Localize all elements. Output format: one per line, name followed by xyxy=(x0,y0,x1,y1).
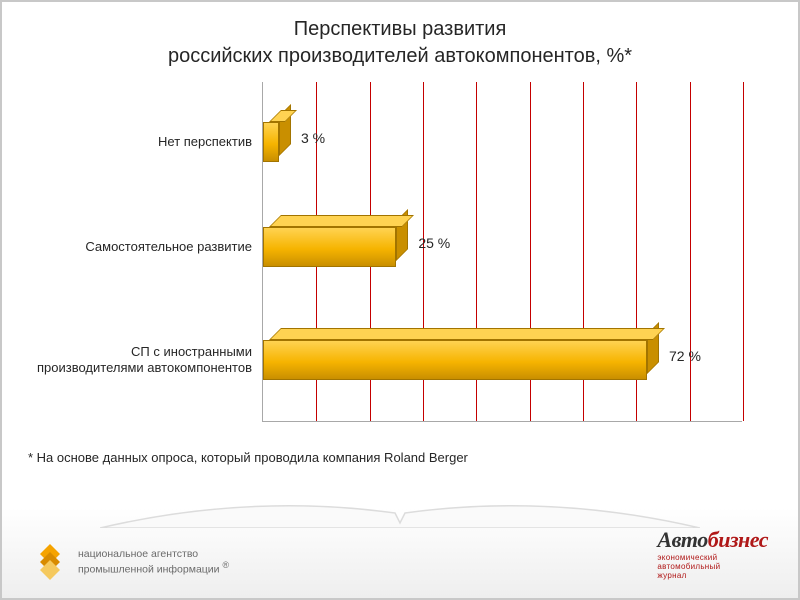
footer: национальное агентство промышленной инфо… xyxy=(2,508,798,598)
book-curve-decoration xyxy=(100,488,700,528)
right-logo-sub: экономический автомобильный журнал xyxy=(657,553,768,580)
left-logo-line2: промышленной информации xyxy=(78,564,220,576)
bar-value-label: 25 % xyxy=(418,235,450,251)
title-line-1: Перспективы развития xyxy=(294,18,507,40)
title-line-2: российских производителей автокомпоненто… xyxy=(168,45,632,67)
category-label: Самостоятельное развитие xyxy=(22,239,252,255)
bar-front xyxy=(263,122,279,162)
left-logo-line1: национальное агентство xyxy=(78,548,198,560)
right-logo: Автобизнес экономический автомобильный ж… xyxy=(657,527,768,580)
trademark-symbol: ® xyxy=(222,560,228,570)
right-logo-sub1: экономический xyxy=(657,553,717,562)
right-logo-part1: Авто xyxy=(657,527,707,552)
bar-top xyxy=(269,328,665,340)
right-logo-sub2: автомобильный xyxy=(657,562,720,571)
chart-area: 3 % 25 % 72 % Нет перспектив Самостоятельно… xyxy=(22,82,762,442)
slide-frame: Перспективы развития российских производ… xyxy=(0,0,800,600)
diamond-icon xyxy=(32,544,68,580)
bar-top xyxy=(269,215,414,227)
category-label: СП с иностранными производителями автоко… xyxy=(22,344,252,377)
grid-line xyxy=(690,82,691,421)
bar-front xyxy=(263,227,396,267)
left-logo: национальное агентство промышленной инфо… xyxy=(32,544,229,580)
right-logo-sub3: журнал xyxy=(657,571,686,580)
left-logo-text: национальное агентство промышленной инфо… xyxy=(78,548,229,577)
bar-value-label: 3 % xyxy=(301,130,325,146)
bar-front xyxy=(263,340,647,380)
bar-top xyxy=(269,110,297,122)
category-label: Нет перспектив xyxy=(22,134,252,150)
right-logo-main: Автобизнес xyxy=(657,527,768,553)
right-logo-part2: бизнес xyxy=(708,527,768,552)
bar-value-label: 72 % xyxy=(669,348,701,364)
grid-line xyxy=(743,82,744,421)
footnote-text: * На основе данных опроса, который прово… xyxy=(28,450,468,465)
chart-plot: 3 % 25 % 72 % xyxy=(262,82,742,422)
chart-title: Перспективы развития российских производ… xyxy=(2,2,798,76)
